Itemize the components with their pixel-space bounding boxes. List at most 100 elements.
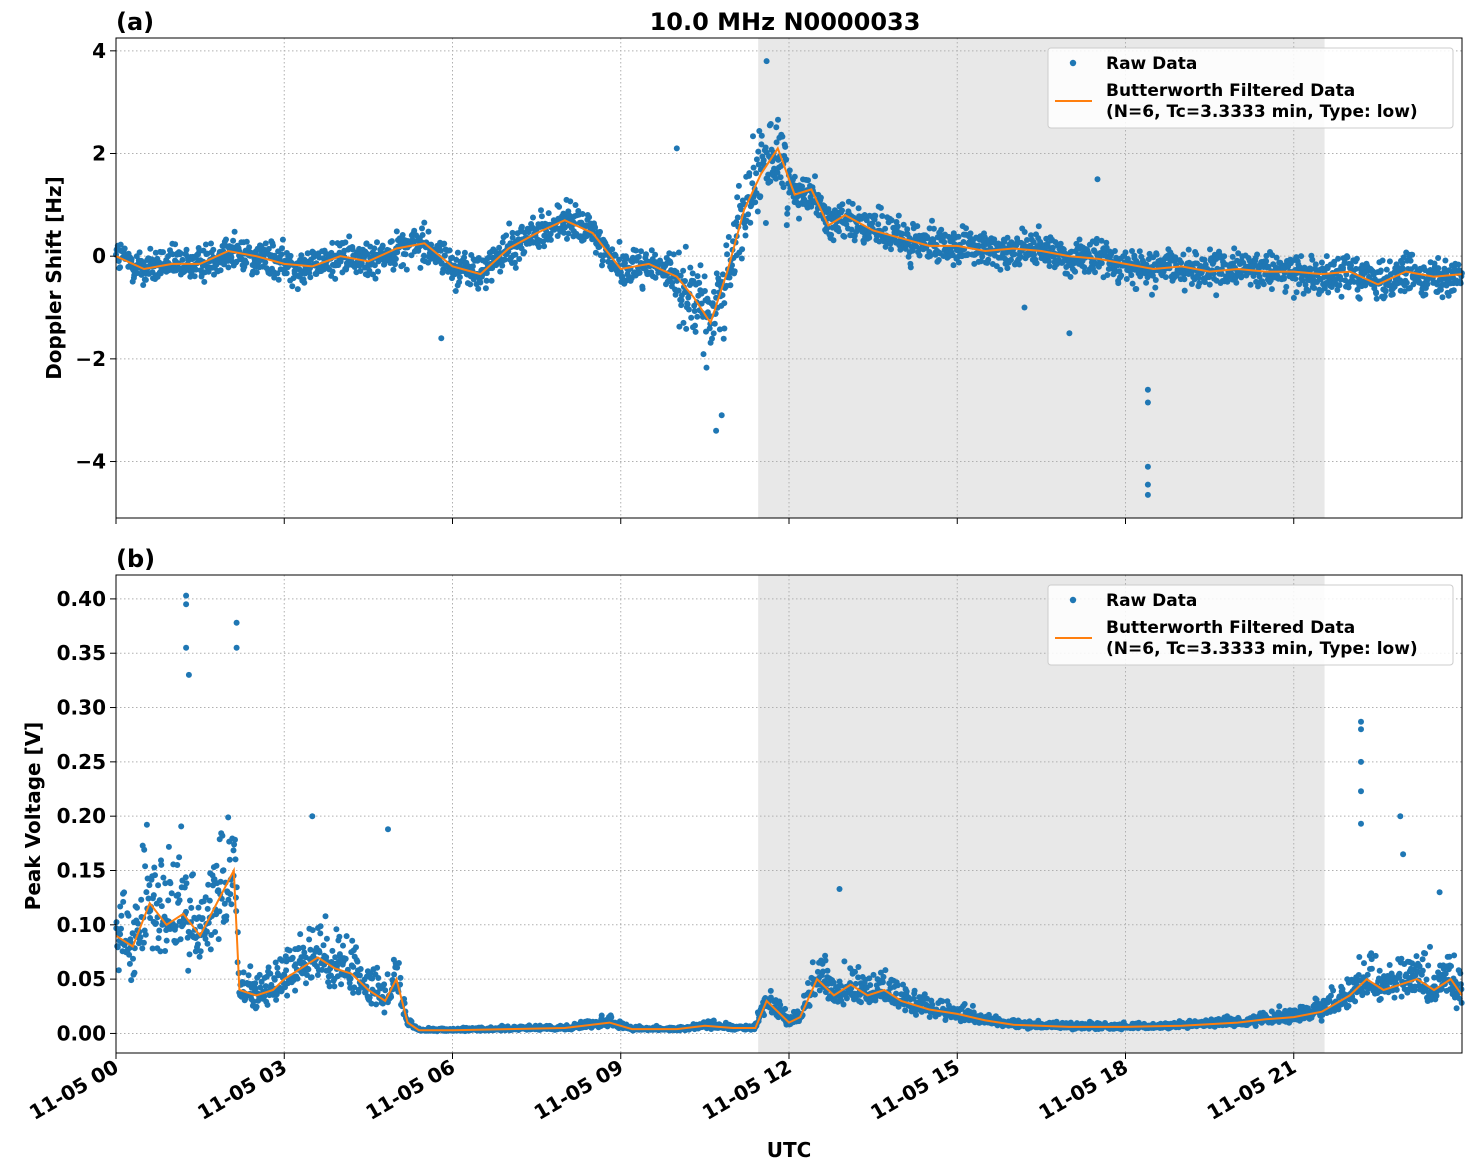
panel-peak-voltage: 0.000.050.100.150.200.250.300.350.40 (b)… [21, 545, 1465, 1059]
raw-data-point [454, 249, 461, 256]
raw-data-point [142, 931, 149, 938]
raw-data-point [1144, 463, 1151, 470]
raw-data-point [782, 1005, 789, 1012]
raw-data-point [438, 335, 445, 342]
raw-data-point [623, 255, 630, 262]
raw-data-point [356, 972, 363, 979]
raw-data-point [1383, 266, 1390, 273]
raw-data-point [1098, 260, 1105, 267]
raw-data-point [1247, 281, 1254, 288]
raw-data-point [289, 954, 296, 961]
raw-data-point [207, 946, 214, 953]
raw-data-point [1435, 265, 1442, 272]
raw-data-point [134, 904, 140, 911]
raw-data-point [456, 274, 463, 281]
raw-data-point [1044, 240, 1051, 247]
raw-data-point [914, 223, 921, 230]
raw-data-point [273, 996, 280, 1003]
raw-data-point [152, 872, 158, 879]
raw-data-point [858, 999, 864, 1006]
raw-data-point [709, 335, 715, 342]
raw-data-point [199, 915, 206, 922]
raw-data-point [851, 237, 858, 244]
raw-data-point [701, 288, 708, 294]
raw-data-point [1283, 283, 1290, 290]
raw-data-point [564, 235, 570, 242]
raw-data-point [762, 220, 769, 226]
raw-data-point [509, 229, 516, 236]
raw-data-point [1424, 281, 1431, 288]
raw-data-point [678, 297, 685, 304]
raw-data-point [264, 1001, 271, 1008]
raw-data-point [805, 177, 811, 184]
raw-data-point [283, 967, 290, 974]
raw-data-point [1133, 286, 1140, 292]
raw-data-point [824, 967, 831, 974]
raw-data-point [402, 251, 409, 258]
raw-data-point [1136, 248, 1143, 255]
raw-data-point [289, 283, 296, 290]
raw-data-point [286, 947, 293, 954]
raw-data-point [279, 236, 286, 243]
raw-data-point [1030, 239, 1037, 246]
raw-data-point [394, 249, 401, 256]
raw-data-point [752, 199, 759, 206]
raw-data-point [860, 239, 867, 246]
raw-data-point [163, 937, 170, 944]
raw-data-point [619, 273, 626, 280]
raw-data-point [1129, 280, 1136, 287]
raw-data-point [843, 995, 850, 1002]
raw-data-point [225, 264, 232, 271]
raw-data-point [183, 880, 190, 887]
raw-data-point [503, 232, 510, 239]
raw-data-point [160, 249, 166, 256]
raw-data-point [174, 862, 181, 868]
raw-data-point [929, 217, 935, 224]
raw-data-point [547, 230, 554, 237]
raw-data-point [194, 941, 201, 948]
raw-data-point [1318, 259, 1325, 266]
raw-data-point [461, 254, 468, 261]
raw-data-point [801, 197, 808, 204]
raw-data-point [399, 232, 406, 238]
raw-data-point [150, 892, 157, 899]
raw-data-point [384, 971, 391, 978]
raw-data-point [1233, 279, 1240, 286]
raw-data-point [767, 987, 774, 994]
raw-data-point [1072, 268, 1079, 275]
raw-data-point [721, 325, 728, 332]
raw-data-point [177, 936, 184, 943]
raw-data-point [117, 241, 124, 248]
raw-data-point [1073, 240, 1080, 247]
raw-data-point [774, 169, 781, 176]
raw-data-point [622, 260, 628, 267]
raw-data-point [1152, 284, 1159, 291]
raw-data-point [499, 239, 506, 246]
raw-data-point [694, 273, 701, 280]
raw-data-point [742, 232, 749, 239]
raw-data-point [320, 942, 327, 949]
raw-data-point [867, 982, 874, 989]
raw-data-point [687, 264, 694, 271]
raw-data-point [1382, 288, 1389, 295]
raw-data-point [304, 250, 311, 257]
raw-data-point [342, 955, 349, 962]
raw-data-point [765, 171, 772, 178]
raw-data-point [554, 233, 561, 239]
raw-data-point [477, 279, 484, 286]
raw-data-point [305, 966, 312, 973]
raw-data-point [1008, 256, 1014, 263]
raw-data-point [446, 247, 453, 254]
raw-data-point [786, 167, 793, 174]
raw-data-point [767, 178, 774, 185]
raw-data-point [172, 241, 179, 248]
raw-data-point [882, 225, 889, 232]
raw-data-point [183, 246, 190, 253]
raw-data-point [866, 234, 873, 241]
raw-data-point [1293, 289, 1300, 296]
raw-data-point [153, 920, 159, 927]
raw-data-point [208, 240, 214, 247]
raw-data-point [118, 912, 125, 919]
raw-data-point [204, 940, 211, 947]
raw-data-point [599, 257, 606, 264]
